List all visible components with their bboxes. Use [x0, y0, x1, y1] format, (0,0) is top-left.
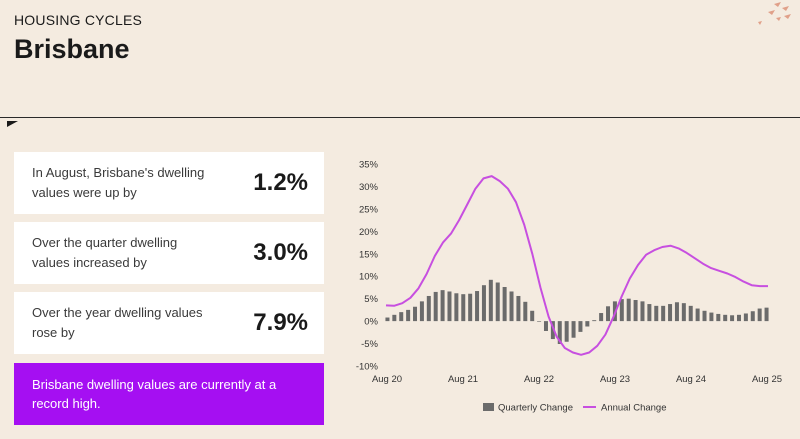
quarterly-change-bar [495, 282, 500, 322]
quarterly-change-bar [578, 321, 583, 332]
y-tick-label: 5% [364, 294, 378, 305]
quarterly-change-bar [688, 305, 693, 322]
y-tick-label: 20% [359, 227, 379, 238]
quarterly-change-bar [509, 291, 514, 322]
quarterly-change-bar [654, 305, 659, 322]
section-kicker: HOUSING CYCLES [14, 12, 143, 28]
y-tick-label: 0% [364, 317, 378, 328]
quarterly-change-bar [406, 309, 411, 322]
quarterly-change-bar [523, 301, 528, 322]
quarterly-change-bar [564, 321, 569, 342]
quarterly-change-bar [461, 294, 466, 322]
y-tick-label: 35% [359, 160, 379, 171]
x-tick-label: Aug 22 [524, 374, 554, 385]
y-tick-label: -10% [356, 362, 379, 373]
quarterly-change-bar [385, 317, 390, 322]
quarterly-change-bar [433, 291, 438, 322]
quarterly-change-bar [736, 314, 741, 322]
quarterly-change-bar [413, 306, 418, 322]
y-tick-label: 30% [359, 182, 379, 193]
quarterly-change-bar [481, 285, 486, 322]
legend-label-annual: Annual Change [601, 403, 667, 414]
quarterly-change-bar [750, 311, 755, 322]
stat-label: In August, Brisbane's dwelling values we… [32, 165, 205, 200]
x-tick-label: Aug 23 [600, 374, 630, 385]
y-tick-label: 10% [359, 272, 379, 283]
housing-cycle-chart: 35% 30% 25% 20% 15% 10% 5% 0% -5% -10%Aug 20 Aug 2… [356, 160, 782, 414]
quarterly-change-bar [592, 320, 597, 322]
x-tick-label: Aug 20 [372, 374, 402, 385]
quarterly-change-bar [661, 305, 666, 322]
legend-label-quarterly: Quarterly Change [498, 403, 573, 414]
stat-card-monthly: In August, Brisbane's dwelling values we… [14, 152, 324, 214]
y-tick-label: 15% [359, 249, 379, 260]
quarterly-change-bar [530, 310, 535, 322]
annual-change-line [385, 175, 768, 356]
quarterly-change-bar [550, 321, 555, 340]
x-tick-label: Aug 21 [448, 374, 478, 385]
stat-card-annual: Over the year dwelling values rose by 7.… [14, 292, 324, 354]
stat-value: 7.9% [253, 309, 308, 336]
quarterly-change-bar [571, 321, 576, 338]
y-tick-label: 25% [359, 204, 379, 215]
stat-label: Over the year dwelling values rose by [32, 305, 203, 340]
y-tick-label: -5% [361, 339, 378, 350]
record-high-callout: Brisbane dwelling values are currently a… [14, 363, 324, 425]
quarterly-change-bar [709, 312, 714, 322]
quarterly-change-bar [537, 321, 542, 322]
quarterly-change-bar [668, 304, 673, 322]
quarterly-change-bar [619, 299, 624, 322]
quarterly-change-bar [633, 300, 638, 322]
quarterly-change-bar [716, 313, 721, 322]
quarterly-change-bar [440, 290, 445, 322]
quarterly-change-bar [764, 307, 769, 322]
quarterly-change-bar [557, 321, 562, 345]
quarterly-change-bar [543, 321, 548, 331]
quarterly-change-bar [488, 279, 493, 322]
quarterly-change-bar [647, 304, 652, 322]
stat-value: 1.2% [253, 169, 308, 196]
stat-value: 3.0% [253, 239, 308, 266]
quarterly-change-bar [392, 314, 397, 322]
quarterly-change-bar [585, 321, 590, 327]
page-title: Brisbane [14, 34, 130, 64]
quarterly-change-bar [757, 308, 762, 322]
decorative-leaf-icon [758, 2, 791, 25]
quarterly-change-bar [516, 295, 521, 322]
quarterly-change-bar [599, 313, 604, 322]
quarterly-change-bar [702, 310, 707, 322]
quarterly-change-bar [640, 301, 645, 322]
quarterly-change-bar [502, 286, 507, 322]
quarterly-change-bar [626, 298, 631, 322]
quarterly-change-bar [681, 303, 686, 322]
quarterly-change-bar [419, 301, 424, 322]
stat-card-quarterly: Over the quarter dwelling values increas… [14, 222, 324, 284]
quarterly-change-bar [743, 313, 748, 322]
quarterly-change-bar [447, 291, 452, 322]
header-divider [0, 117, 800, 118]
quarterly-change-bar [606, 306, 611, 322]
x-tick-label: Aug 25 [752, 374, 782, 385]
quarterly-change-bar [426, 295, 431, 322]
quarterly-change-bar [468, 293, 473, 322]
stat-label: Over the quarter dwelling values increas… [32, 235, 178, 270]
quarterly-change-bar [454, 293, 459, 322]
quarterly-change-bar [674, 302, 679, 322]
legend-swatch-quarterly [483, 403, 494, 411]
quarterly-change-bar [399, 312, 404, 322]
section-marker-icon [7, 121, 18, 127]
quarterly-change-bar [695, 308, 700, 322]
quarterly-change-bar [730, 315, 735, 322]
quarterly-change-bar [723, 314, 728, 322]
x-tick-label: Aug 24 [676, 374, 706, 385]
quarterly-change-bar [475, 291, 480, 322]
